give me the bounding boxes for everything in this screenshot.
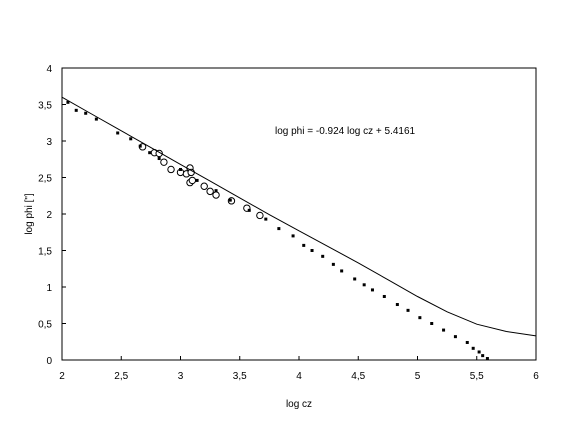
dot-point xyxy=(116,131,120,135)
circle-point xyxy=(212,191,220,199)
y-tick-label: 2 xyxy=(46,210,52,221)
dot-point xyxy=(442,328,446,332)
dot-point xyxy=(84,111,88,115)
dot-point xyxy=(264,217,268,221)
y-tick-label: 0,5 xyxy=(38,320,52,331)
circle-point xyxy=(206,187,214,196)
circle-point xyxy=(188,176,197,185)
dot-point xyxy=(340,269,344,273)
x-tick-label: 4 xyxy=(296,371,302,382)
dot-point xyxy=(382,294,386,298)
dot-point xyxy=(430,322,434,325)
dot-point xyxy=(481,354,485,358)
dot-point xyxy=(148,151,152,155)
circle-point xyxy=(256,211,264,220)
dot-point xyxy=(138,144,142,148)
dot-point xyxy=(395,303,399,307)
y-tick-label: 0 xyxy=(46,356,52,367)
x-tick-label: 3,5 xyxy=(233,371,247,382)
dot-point xyxy=(453,335,457,339)
dot-point xyxy=(195,178,199,182)
dot-point xyxy=(353,277,357,281)
y-tick-label: 1,5 xyxy=(38,247,52,258)
dot-point xyxy=(179,167,182,171)
x-tick-label: 3 xyxy=(178,371,184,382)
x-tick-label: 2 xyxy=(59,371,65,382)
tick-labels: 2 2,5 3 3,5 4 4,5 5 5,5 6 0 0,5 1 1,5 2 2,5 3 3,5 4 xyxy=(38,64,539,382)
dot-point xyxy=(362,283,366,287)
dot-point xyxy=(406,308,410,312)
fit-line xyxy=(61,96,537,337)
x-tick-label: 5 xyxy=(415,371,421,382)
y-axis-title: log phi ["] xyxy=(24,193,35,235)
dot-point xyxy=(465,340,469,344)
y-tick-label: 2,5 xyxy=(38,174,52,185)
y-tick-label: 4 xyxy=(46,64,52,75)
dot-point xyxy=(277,227,281,231)
dot-point xyxy=(291,234,295,238)
dot-point xyxy=(471,346,475,350)
dot-point xyxy=(331,262,335,266)
annotation-equation: log phi = -0.924 log cz + 5.4161 xyxy=(275,126,416,137)
plot-frame xyxy=(61,67,537,361)
x-axis-title: log cz xyxy=(286,399,312,410)
y-tick-label: 1 xyxy=(46,283,52,294)
dot-point xyxy=(302,243,306,247)
dot-point xyxy=(418,316,422,320)
circle-point xyxy=(167,165,175,174)
dot-point xyxy=(129,137,133,141)
dot-point xyxy=(228,198,232,202)
dot-point xyxy=(94,117,98,121)
tick-marks xyxy=(61,67,537,361)
dot-point xyxy=(74,108,78,112)
dot-point xyxy=(214,189,218,193)
data-marks xyxy=(61,96,537,361)
circle-point xyxy=(160,158,168,166)
dot-point xyxy=(370,288,374,292)
y-tick-label: 3 xyxy=(46,137,52,148)
dot-point xyxy=(157,157,161,161)
x-tick-label: 4,5 xyxy=(351,371,365,382)
dot-point xyxy=(66,100,70,104)
dot-point xyxy=(247,208,251,212)
dot-point xyxy=(477,350,481,354)
x-tick-label: 2,5 xyxy=(114,371,128,382)
y-tick-label: 3,5 xyxy=(38,101,52,112)
dot-point xyxy=(321,254,325,258)
x-tick-label: 6 xyxy=(533,371,539,382)
circle-point xyxy=(200,182,208,190)
x-tick-label: 5,5 xyxy=(470,371,484,382)
dot-point xyxy=(485,357,489,361)
dot-point xyxy=(310,249,314,252)
